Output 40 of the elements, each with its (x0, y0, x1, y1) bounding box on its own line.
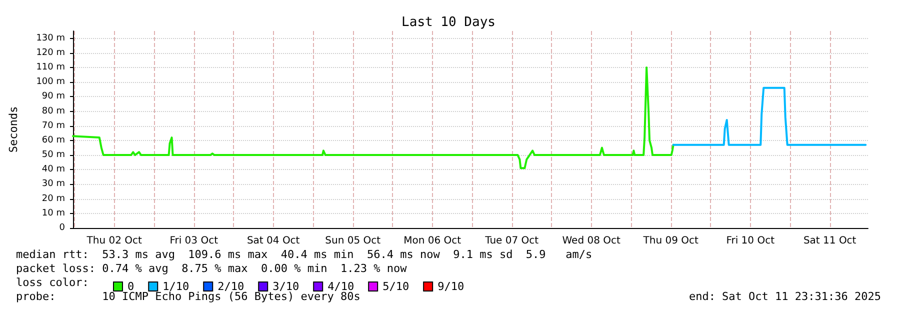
line-series (72, 66, 674, 170)
legend-label: 3/10 (272, 280, 300, 293)
text: median rtt: 53.3 ms avg 109.6 ms max 40.4 ms min 56.4 ms now 9.1 ms sd 5.9 am/s (16, 248, 592, 261)
y-tick-label: 0 (59, 223, 66, 233)
legend-label: 5/10 (382, 280, 410, 293)
legend-label: 0 (128, 280, 134, 293)
legend-label: 9/10 (438, 280, 464, 293)
y-tick-label: 60 m (42, 135, 65, 146)
legend-label: 4/10 (328, 280, 354, 293)
line-series (672, 86, 867, 146)
text: packet loss: 0.74 % avg 8.75 % max 0.00 % min 1.23 % now (16, 262, 408, 275)
y-tick-label: 50 m (42, 150, 65, 160)
x-tick-label: Sat 04 Oct (246, 236, 300, 246)
y-tick-label: 130 m (36, 33, 65, 44)
legend-label: 1/10 (162, 280, 190, 293)
x-tick-label: Sun 05 Oct (325, 236, 381, 246)
y-tick-label: 100 m (36, 77, 65, 88)
x-tick-label: Thu 09 Oct (642, 236, 699, 246)
y-tick-label: 40 m (42, 164, 65, 175)
x-tick-label: Fri 10 Oct (726, 236, 775, 246)
y-tick-label: 10 m (42, 208, 65, 218)
x-tick-label: Wed 08 Oct (562, 236, 621, 246)
legend-label: 2/10 (218, 280, 244, 293)
y-tick-label: 120 m (36, 48, 65, 58)
legend-title: loss color: (16, 276, 89, 289)
y-tick-label: 30 m (42, 179, 65, 190)
x-tick-label: Fri 03 Oct (170, 236, 218, 246)
chart-title: Last 10 Days (402, 15, 496, 30)
y-tick-label: 20 m (42, 194, 65, 204)
y-tick-label: 110 m (36, 62, 65, 72)
x-tick-label: Mon 06 Oct (404, 236, 462, 246)
text: end: Sat Oct 11 23:31:36 2025 (688, 290, 882, 303)
y-axis-title: Seconds (7, 106, 20, 153)
y-tick-label: 80 m (42, 106, 65, 116)
x-tick-label: Thu 02 Oct (86, 236, 142, 246)
text: probe: 10 ICMP Echo Pings (56 Bytes) every 80s (16, 290, 360, 303)
x-tick-label: Sat 11 Oct (803, 236, 856, 246)
x-tick-label: Tue 07 Oct (484, 236, 539, 246)
y-tick-label: 90 m (42, 92, 65, 102)
y-tick-label: 70 m (42, 120, 65, 131)
